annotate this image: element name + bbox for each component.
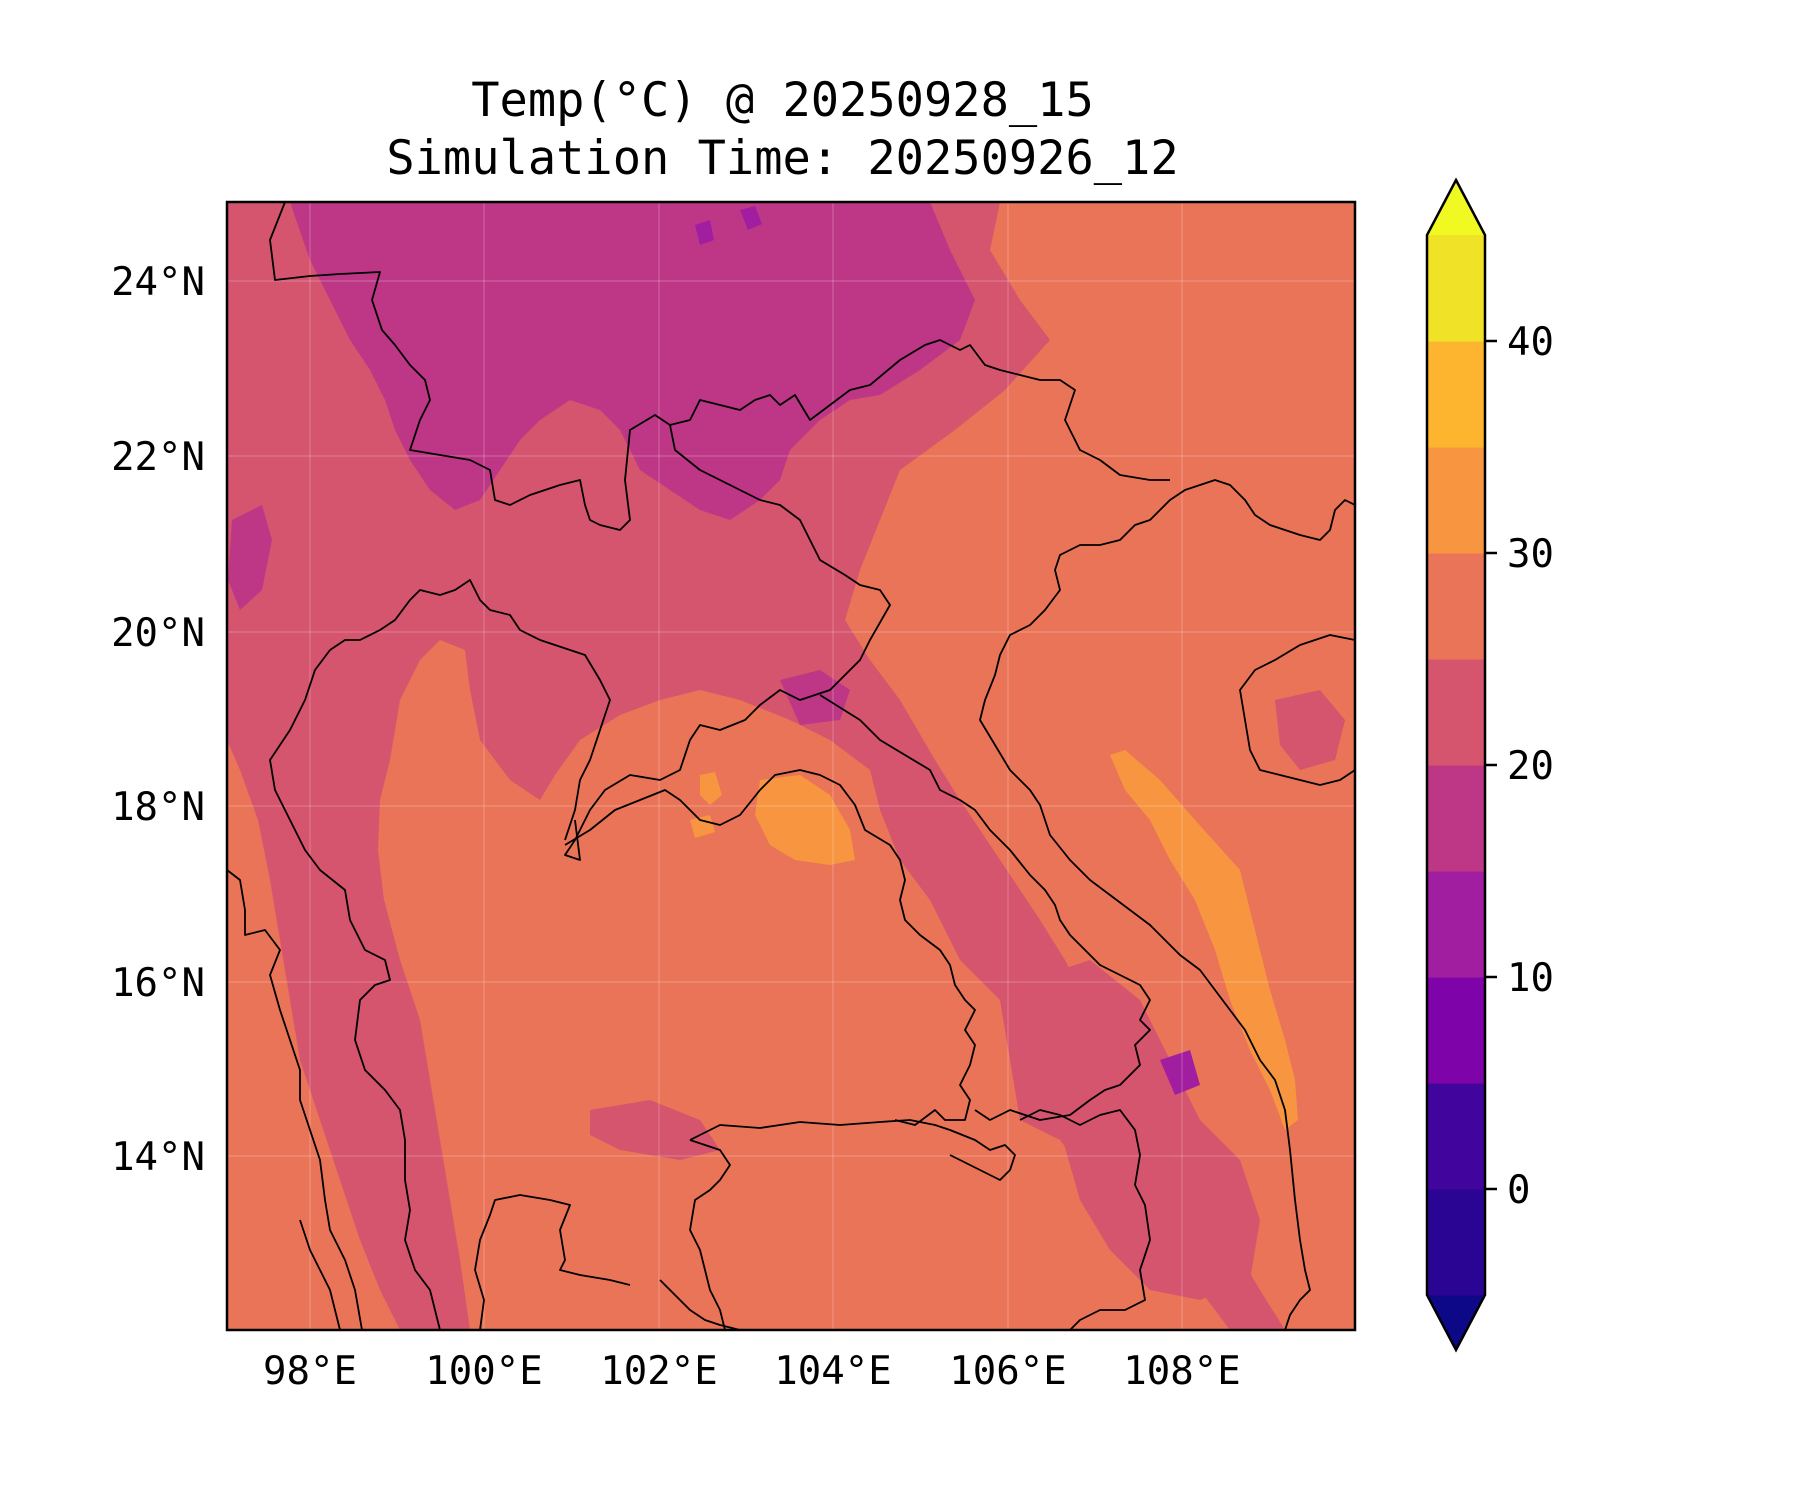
lat-tick-label: 22°N [111, 435, 205, 480]
border-mekong-laos-thailand [564, 769, 976, 1126]
lon-axis-labels: 98°E 100°E 102°E 104°E 106°E 108°E [263, 1349, 1241, 1394]
coastline-andaman [299, 1219, 341, 1330]
temp-band-15-20-central [780, 670, 850, 725]
colorbar-tick-labels: 0 10 20 30 40 [1507, 320, 1554, 1213]
colorbar-ticks [1485, 339, 1497, 1191]
border-laos-vietnam-north [564, 424, 891, 861]
lon-tick-label: 102°E [600, 1349, 717, 1394]
temp-band-15-20-highlands [290, 202, 975, 520]
colorbar-tick-label: 30 [1507, 532, 1554, 577]
border-myanmar-china [269, 202, 1170, 531]
lon-tick-label: 108°E [1123, 1349, 1240, 1394]
border-thailand-north [329, 579, 611, 841]
border-cambodia [689, 1119, 1016, 1181]
temp-band-20-25-southwest [590, 1100, 720, 1160]
colorbar-segment [1427, 871, 1485, 978]
coastline-hainan [1239, 634, 1355, 786]
temp-band-20-25-south-east [1030, 960, 1260, 1300]
map-frame [225, 200, 1357, 1332]
temperature-field [227, 202, 1355, 1330]
colorbar-extend-max [1427, 180, 1485, 235]
map-subtitle: Simulation Time: 20250926_12 [386, 131, 1179, 186]
colorbar-segment [1427, 235, 1485, 342]
coastline-vietnam [979, 479, 1355, 1330]
map-title: Temp(°C) @ 20250928_15 [471, 73, 1094, 128]
temp-band-below-15-spot [1160, 1050, 1200, 1095]
temp-band-15-20-west [228, 505, 272, 610]
border-cambodia-thailand [689, 1139, 731, 1330]
colorbar-tick-label: 10 [1507, 956, 1554, 1001]
coastlines [299, 479, 1355, 1330]
colorbar-tick-label: 40 [1507, 320, 1554, 365]
colorbar-tick-label: 20 [1507, 744, 1554, 789]
lon-tick-label: 98°E [263, 1349, 357, 1394]
border-myanmar-west [227, 869, 363, 1330]
colorbar-segment [1427, 765, 1485, 872]
colorbar-segment [1427, 341, 1485, 448]
border-thailand-cambodia-south [474, 1194, 631, 1330]
colorbar-segments [1427, 180, 1485, 1350]
lat-axis-labels: 24°N 22°N 20°N 18°N 16°N 14°N [111, 260, 205, 1180]
lat-tick-label: 20°N [111, 611, 205, 656]
lon-tick-label: 104°E [774, 1349, 891, 1394]
lat-tick-label: 16°N [111, 961, 205, 1006]
lat-tick-label: 14°N [111, 1135, 205, 1180]
temp-band-30-35-plateau [755, 775, 855, 865]
colorbar-segment [1427, 977, 1485, 1084]
colorbar-segment [1427, 553, 1485, 660]
colorbar-tick-label: 0 [1507, 1168, 1530, 1213]
lat-tick-label: 24°N [111, 260, 205, 305]
border-cambodia-vietnam [1019, 1109, 1151, 1330]
border-myanmar-thailand [269, 649, 441, 1330]
temp-band-below-15-spot [695, 220, 714, 245]
colorbar-segment [1427, 659, 1485, 766]
colorbar-segment [1427, 447, 1485, 554]
lon-tick-label: 100°E [425, 1349, 542, 1394]
country-borders [227, 202, 1170, 1330]
border-laos-vietnam [819, 694, 1151, 1121]
lon-tick-label: 106°E [949, 1349, 1066, 1394]
colorbar-segment [1427, 1083, 1485, 1190]
colorbar-segment [1427, 1189, 1485, 1296]
colorbar-extend-min [1427, 1295, 1485, 1350]
temp-band-20-25-island [1275, 690, 1345, 770]
temp-band-30-35-coast [1110, 750, 1298, 1130]
colorbar-outline [1425, 177, 1487, 1353]
lat-tick-label: 18°N [111, 785, 205, 830]
gridlines [227, 202, 1355, 1330]
coastline-gulf-thailand [659, 1279, 741, 1330]
temp-band-below-15-spot [740, 206, 762, 230]
colorbar: 0 10 20 30 40 [1425, 177, 1554, 1353]
temp-band-30-35-small [700, 772, 722, 805]
temp-band-30-35-small [690, 815, 715, 838]
